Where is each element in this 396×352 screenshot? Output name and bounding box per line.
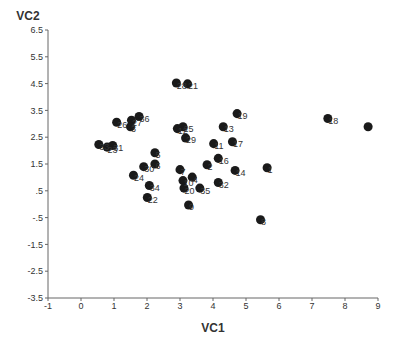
svg-text:35: 35	[200, 186, 210, 196]
svg-text:-.5: -.5	[32, 213, 43, 223]
svg-text:28: 28	[177, 81, 187, 91]
svg-text:7: 7	[309, 301, 314, 311]
svg-text:1: 1	[268, 165, 273, 175]
svg-text:-1: -1	[44, 301, 52, 311]
svg-text:2: 2	[208, 162, 213, 172]
svg-text:34: 34	[150, 183, 160, 193]
svg-text:26: 26	[117, 120, 127, 130]
svg-text:21: 21	[188, 81, 198, 91]
svg-text:32: 32	[219, 180, 229, 190]
svg-text:29: 29	[186, 135, 196, 145]
svg-text:5: 5	[243, 301, 248, 311]
svg-text:0: 0	[78, 301, 83, 311]
svg-text:24: 24	[134, 173, 144, 183]
svg-text:7: 7	[180, 167, 185, 177]
svg-text:-3.5: -3.5	[27, 293, 43, 303]
svg-text:VC1: VC1	[201, 321, 225, 335]
svg-text:23: 23	[108, 145, 118, 155]
svg-text:-2.5: -2.5	[27, 266, 43, 276]
svg-text:18: 18	[328, 116, 338, 126]
svg-text:4: 4	[210, 301, 215, 311]
svg-text:.5: .5	[35, 186, 43, 196]
svg-text:13: 13	[224, 124, 234, 134]
svg-text:8: 8	[342, 301, 347, 311]
svg-text:11: 11	[214, 141, 223, 151]
svg-text:19: 19	[238, 111, 248, 121]
svg-text:6: 6	[155, 161, 160, 171]
svg-text:20: 20	[184, 186, 194, 196]
svg-text:17: 17	[233, 139, 243, 149]
svg-text:5.5: 5.5	[30, 52, 43, 62]
svg-text:3: 3	[177, 301, 182, 311]
svg-text:4.5: 4.5	[30, 79, 43, 89]
svg-text:-1.5: -1.5	[27, 240, 43, 250]
svg-text:9: 9	[375, 301, 380, 311]
svg-text:9: 9	[189, 202, 194, 212]
svg-text:VC2: VC2	[16, 9, 40, 23]
svg-text:16: 16	[219, 156, 229, 166]
svg-text:2: 2	[144, 301, 149, 311]
svg-text:14: 14	[236, 168, 246, 178]
svg-text:3: 3	[131, 124, 136, 134]
svg-text:3.5: 3.5	[30, 106, 43, 116]
svg-text:8: 8	[261, 217, 266, 227]
svg-text:22: 22	[148, 195, 158, 205]
svg-text:30: 30	[144, 164, 154, 174]
svg-text:6.5: 6.5	[30, 25, 43, 35]
svg-text:1.5: 1.5	[30, 159, 43, 169]
svg-text:5: 5	[155, 150, 160, 160]
svg-text:2.5: 2.5	[30, 132, 43, 142]
svg-text:6: 6	[276, 301, 281, 311]
svg-text:1: 1	[111, 301, 116, 311]
